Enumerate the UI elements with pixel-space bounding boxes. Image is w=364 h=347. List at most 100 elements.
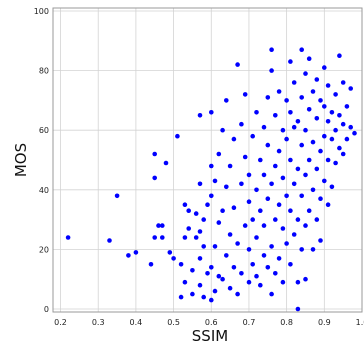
data-point [152, 175, 157, 181]
data-point [182, 235, 188, 240]
data-point [205, 202, 210, 207]
data-point [333, 92, 338, 97]
data-point [246, 172, 252, 178]
x-tick-label: 1.0 [356, 318, 364, 327]
data-point [265, 196, 271, 201]
data-point [205, 271, 210, 276]
data-point [224, 253, 229, 258]
data-point [329, 110, 335, 115]
data-point [235, 62, 240, 67]
data-point [303, 223, 308, 228]
data-point [182, 279, 188, 285]
data-points [65, 47, 357, 312]
data-point [340, 80, 346, 85]
data-point [231, 205, 237, 210]
data-point [276, 256, 282, 261]
data-point [325, 202, 331, 207]
data-point [322, 104, 327, 109]
data-point [197, 256, 203, 261]
data-point [126, 253, 131, 258]
y-tick-label: 100 [34, 7, 49, 16]
data-point [227, 232, 233, 237]
data-point [273, 217, 278, 222]
data-point [310, 139, 316, 145]
data-point [216, 151, 222, 157]
data-point [107, 238, 112, 243]
y-tick-label: 80 [39, 67, 49, 76]
y-tick-label: 0 [44, 305, 49, 314]
data-point [344, 136, 350, 142]
data-point [246, 279, 252, 285]
data-point [337, 145, 342, 151]
data-point [269, 291, 274, 297]
data-point [265, 95, 271, 100]
data-point [303, 71, 308, 76]
data-point [254, 110, 259, 115]
data-point [306, 157, 312, 163]
data-point [273, 113, 278, 118]
data-point [175, 133, 180, 139]
data-point [201, 294, 206, 300]
data-point [254, 273, 259, 279]
x-tick-label: 0.7 [243, 318, 256, 327]
data-point [114, 193, 120, 199]
data-point [231, 265, 237, 270]
data-point [261, 124, 267, 130]
data-point [295, 306, 301, 312]
data-point [322, 133, 327, 139]
data-point [310, 89, 316, 94]
data-point [242, 223, 248, 228]
data-point [284, 193, 289, 199]
data-point [160, 223, 165, 228]
data-point [201, 217, 206, 222]
data-point [318, 148, 323, 154]
data-point [314, 77, 320, 82]
data-point [291, 124, 297, 130]
data-point [258, 157, 263, 163]
data-point [265, 142, 271, 148]
data-point [348, 86, 354, 91]
data-point [340, 121, 346, 127]
data-point [269, 244, 274, 249]
data-point [250, 262, 255, 267]
data-point [254, 187, 259, 193]
x-tick-label: 0.8 [280, 318, 293, 327]
data-point [340, 151, 346, 157]
data-point [186, 226, 191, 231]
data-point [280, 175, 286, 181]
data-point [190, 268, 195, 273]
data-point [261, 172, 267, 178]
data-point [288, 59, 293, 64]
data-point [239, 271, 244, 276]
data-point [269, 47, 274, 52]
data-point [299, 95, 305, 100]
data-point [152, 235, 157, 240]
data-point [265, 265, 271, 270]
data-point [284, 241, 289, 246]
data-point [318, 238, 323, 243]
data-point [209, 265, 214, 270]
data-point [344, 104, 350, 109]
data-point [246, 247, 252, 252]
data-point [314, 166, 320, 172]
data-point [227, 285, 233, 291]
data-point [227, 163, 233, 169]
data-point [197, 113, 203, 118]
data-point [306, 208, 312, 213]
data-point [224, 98, 229, 103]
data-point [273, 163, 278, 169]
data-point [178, 294, 184, 300]
data-point [299, 247, 305, 252]
x-tick-label: 0.5 [167, 318, 180, 327]
data-point [325, 119, 331, 124]
data-point [209, 193, 214, 199]
data-point [212, 178, 218, 184]
data-point [299, 193, 305, 199]
data-point [333, 127, 338, 133]
data-point [201, 244, 206, 249]
data-point [193, 235, 199, 240]
data-point [325, 157, 331, 163]
data-point [291, 232, 297, 237]
data-point [167, 250, 173, 255]
data-point [284, 136, 289, 142]
